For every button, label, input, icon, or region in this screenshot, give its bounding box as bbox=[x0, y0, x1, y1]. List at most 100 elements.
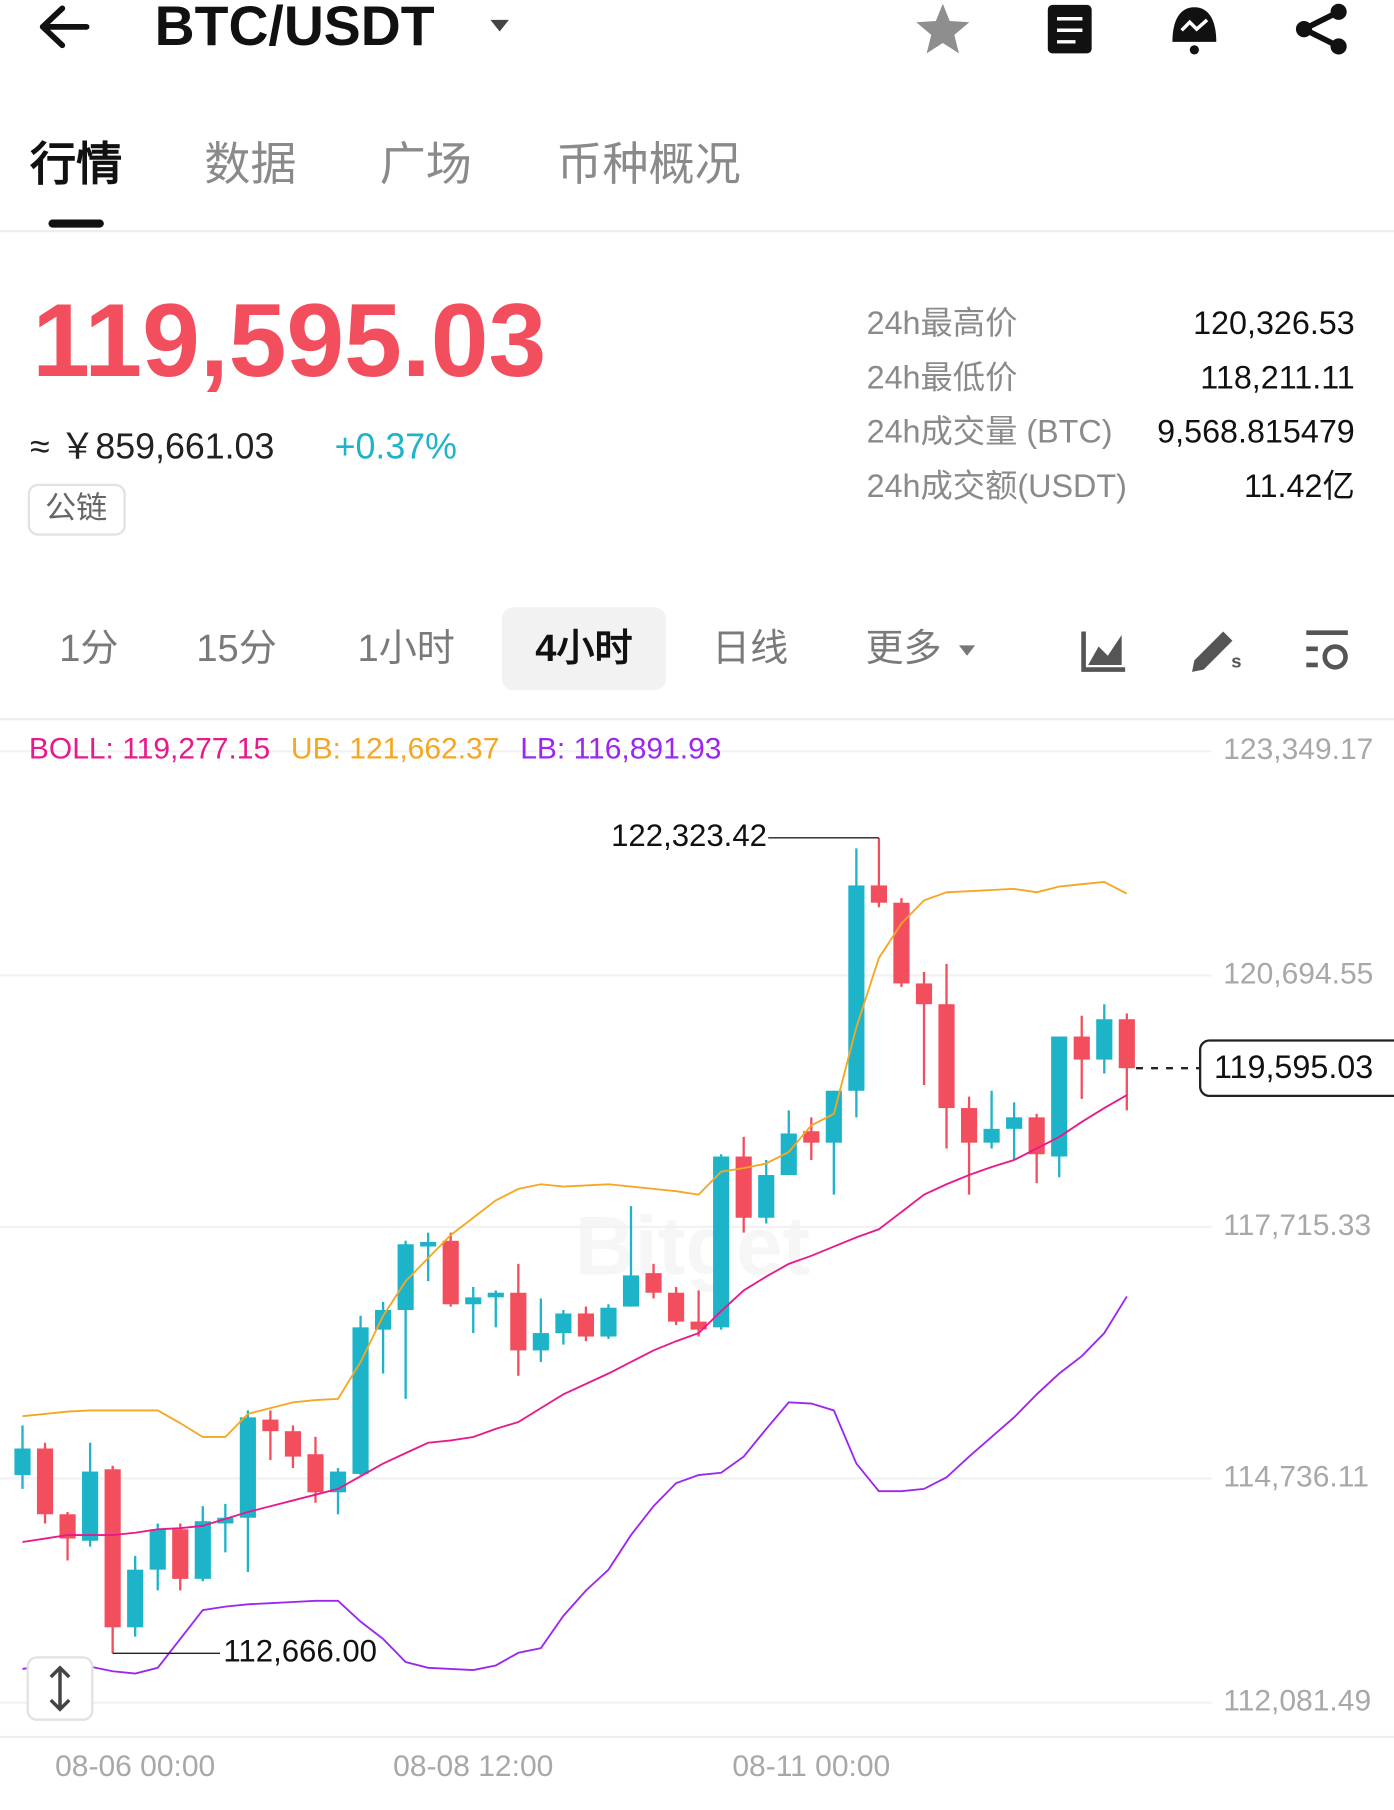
x-tick-label: 08-11 00:00 bbox=[732, 1750, 890, 1783]
y-tick-label: 120,694.55 bbox=[1223, 957, 1373, 990]
watermark: Bitget bbox=[575, 1199, 810, 1292]
last-price-tag: 119,595.03 bbox=[1214, 1049, 1373, 1085]
candle-body bbox=[487, 1292, 504, 1298]
candle-body bbox=[848, 885, 865, 1091]
candle-body bbox=[352, 1327, 369, 1474]
candle-body bbox=[690, 1321, 707, 1330]
candle-body bbox=[127, 1569, 144, 1628]
candle-body bbox=[577, 1313, 595, 1337]
interval[interactable]: 1分 bbox=[59, 628, 118, 670]
candle-body bbox=[735, 1156, 752, 1218]
more-dropdown[interactable] bbox=[958, 645, 976, 656]
candle-body bbox=[217, 1517, 234, 1524]
settings-gear bbox=[1322, 644, 1348, 670]
chart-type-area bbox=[1088, 634, 1122, 665]
notes-lines bbox=[1057, 17, 1083, 44]
candle-body bbox=[194, 1521, 211, 1579]
candle-body bbox=[442, 1240, 459, 1305]
chart-type-axes bbox=[1081, 631, 1126, 672]
candle-body bbox=[1118, 1019, 1135, 1069]
share-icon[interactable] bbox=[1295, 3, 1347, 55]
legend-entry: BOLL: 119,277.15 bbox=[29, 732, 270, 765]
interval[interactable]: 更多 bbox=[865, 627, 941, 670]
interval[interactable]: 日线 bbox=[712, 628, 788, 670]
candle-body bbox=[960, 1108, 978, 1143]
candle-body bbox=[420, 1241, 437, 1247]
candle-body bbox=[870, 885, 887, 903]
indicator-line bbox=[22, 880, 1128, 1438]
candle-body bbox=[82, 1471, 99, 1541]
back-button[interactable] bbox=[39, 5, 90, 49]
candle-body bbox=[1051, 1036, 1068, 1157]
indicator-line bbox=[22, 1094, 1128, 1543]
chart: Bitget 122,323.42 112,666.00 119,595.03 bbox=[0, 750, 1394, 1704]
candle-body bbox=[284, 1431, 302, 1457]
candle-body bbox=[983, 1128, 1000, 1143]
share-node bbox=[1330, 3, 1347, 20]
scale-button-arrows bbox=[49, 1665, 71, 1712]
chart-type-icon[interactable] bbox=[1081, 631, 1126, 672]
candle-body bbox=[938, 1004, 955, 1109]
interval-highlight bbox=[501, 607, 666, 691]
stat-value: 118,211.11 bbox=[1200, 359, 1354, 395]
draw-s: s bbox=[1231, 651, 1241, 672]
candle-body bbox=[59, 1514, 76, 1539]
candle-body bbox=[622, 1275, 640, 1307]
price-change: +0.37% bbox=[335, 427, 457, 467]
high-label: 122,323.42 bbox=[611, 818, 767, 853]
interval[interactable]: 1小时 bbox=[358, 628, 455, 670]
cny-price: ≈ ￥859,661.03 bbox=[30, 427, 274, 467]
candle-body bbox=[397, 1244, 414, 1311]
candle-body bbox=[104, 1469, 121, 1628]
tab-underline bbox=[48, 219, 104, 228]
favorite-icon[interactable] bbox=[916, 3, 970, 54]
y-tick-label: 117,715.33 bbox=[1223, 1209, 1371, 1242]
legend-entry: UB: 121,662.37 bbox=[291, 732, 500, 765]
tag-box[interactable] bbox=[27, 483, 126, 536]
tab[interactable]: 数据 bbox=[204, 138, 296, 190]
candle-body bbox=[713, 1156, 730, 1328]
candle-body bbox=[1006, 1117, 1023, 1129]
tab[interactable]: 币种概况 bbox=[556, 138, 741, 190]
candle-body bbox=[262, 1419, 279, 1432]
scale-button[interactable] bbox=[26, 1656, 94, 1721]
pair-title[interactable]: BTC/USDT bbox=[155, 0, 435, 57]
stat-value: 9,568.815479 bbox=[1157, 414, 1355, 450]
candle-body bbox=[825, 1090, 842, 1143]
stat-value: 120,326.53 bbox=[1193, 305, 1355, 341]
interval[interactable]: 4小时 bbox=[535, 627, 632, 670]
settings-icon[interactable] bbox=[1306, 630, 1348, 670]
candle-body bbox=[645, 1273, 662, 1293]
candle-body bbox=[1096, 1019, 1113, 1060]
notes-icon[interactable] bbox=[1047, 4, 1092, 54]
candle-body bbox=[600, 1307, 617, 1337]
candle-body bbox=[1073, 1036, 1090, 1060]
y-tick-label: 114,736.11 bbox=[1223, 1460, 1369, 1493]
x-tick-label: 08-08 12:00 bbox=[393, 1750, 553, 1783]
legend-entry: LB: 116,891.93 bbox=[520, 732, 721, 765]
alert-zigzag bbox=[1180, 18, 1209, 32]
candle-body bbox=[803, 1131, 820, 1143]
share-node bbox=[1295, 21, 1313, 38]
candle-body bbox=[149, 1529, 166, 1570]
candle-body bbox=[36, 1448, 54, 1515]
tab[interactable]: 行情 bbox=[30, 138, 122, 190]
candle-body bbox=[915, 983, 933, 1005]
stat-label: 24h最高价 bbox=[867, 305, 1018, 341]
candle-body bbox=[239, 1417, 256, 1518]
y-tick-label: 112,081.49 bbox=[1223, 1685, 1371, 1718]
stat-value: 11.42亿 bbox=[1244, 468, 1355, 504]
alert-dot bbox=[1189, 45, 1199, 55]
draw-icon[interactable]: s bbox=[1192, 631, 1242, 672]
candle-body bbox=[307, 1454, 324, 1493]
alert-icon[interactable] bbox=[1172, 7, 1217, 55]
candle-body bbox=[14, 1448, 31, 1476]
interval[interactable]: 15分 bbox=[196, 628, 276, 670]
tab[interactable]: 广场 bbox=[380, 138, 472, 190]
tag-label[interactable]: 公链 bbox=[45, 491, 107, 526]
last-price-box bbox=[1198, 1039, 1394, 1098]
last-price: 119,595.03 bbox=[32, 283, 546, 399]
pair-dropdown[interactable] bbox=[490, 19, 509, 32]
